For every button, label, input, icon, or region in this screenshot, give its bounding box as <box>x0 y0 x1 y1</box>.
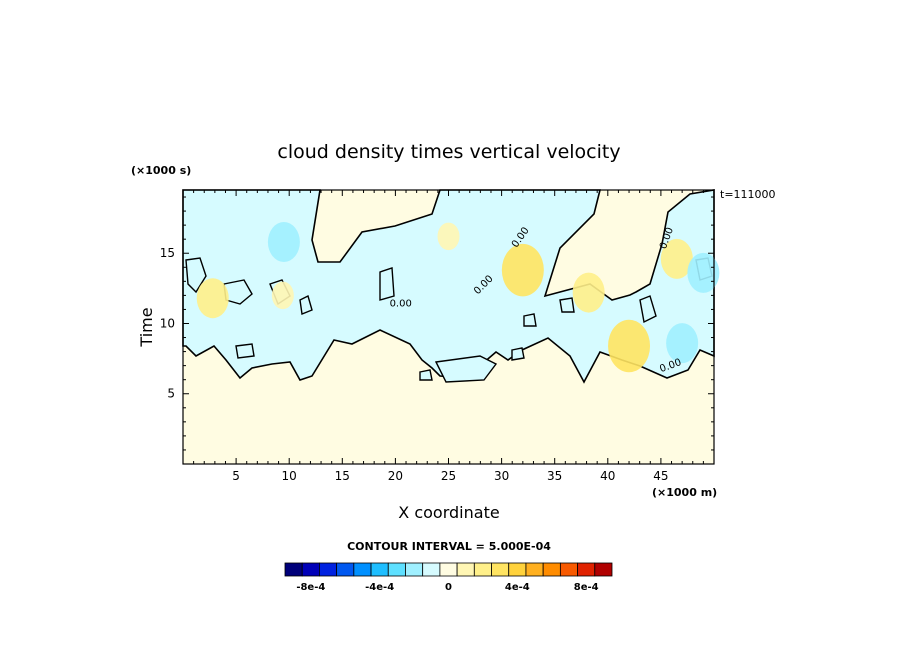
contour-island <box>559 297 575 313</box>
y-tick-label: 15 <box>160 246 175 260</box>
contour-island <box>434 355 498 383</box>
plot-area: 0.000.000.000.000.00 5 10 15 20 25 30 35 40 45 5… <box>160 189 720 483</box>
time-stamp: t=111000 <box>720 188 776 201</box>
colorbar-swatch <box>473 562 492 577</box>
y-tick-label: 5 <box>167 387 175 401</box>
colorbar: -8e-4 -4e-4 0 4e-4 8e-4 <box>284 562 613 593</box>
chart-title: cloud density times vertical velocity <box>277 141 620 163</box>
anomaly-blob <box>666 323 699 364</box>
contour-island <box>299 294 313 315</box>
x-tick-label: 30 <box>494 469 509 483</box>
x-tick-label: 15 <box>335 469 350 483</box>
anomaly-blob <box>572 272 605 313</box>
colorbar-swatch <box>353 562 372 577</box>
colorbar-swatch <box>559 562 578 577</box>
x-tick-label: 35 <box>547 469 562 483</box>
x-tick-label: 40 <box>600 469 615 483</box>
contour-island <box>511 347 525 361</box>
colorbar-swatch <box>319 562 338 577</box>
contour-island <box>523 313 537 327</box>
colorbar-swatch <box>577 562 596 577</box>
anomaly-blob <box>267 221 300 262</box>
contour-interval-text: CONTOUR INTERVAL = 5.000E-04 <box>347 540 551 553</box>
colorbar-tick-label: 0 <box>445 582 452 593</box>
x-tick-label: 45 <box>653 469 668 483</box>
anomaly-blob <box>196 278 229 319</box>
anomaly-blob <box>687 252 720 293</box>
colorbar-swatch <box>508 562 527 577</box>
y-axis: 5 10 15 <box>160 196 714 451</box>
y-axis-title: Time <box>137 307 156 347</box>
colorbar-swatch <box>491 562 510 577</box>
colorbar-swatch <box>439 562 458 577</box>
anomaly-blob <box>271 281 294 310</box>
colorbar-swatch <box>405 562 424 577</box>
colorbar-tick-label: 4e-4 <box>505 582 530 593</box>
colorbar-tick-label: 8e-4 <box>574 582 599 593</box>
colorbar-swatch <box>336 562 355 577</box>
x-unit-label: (×1000 m) <box>652 486 717 499</box>
colorbar-tick-label: -8e-4 <box>296 582 325 593</box>
x-axis-title: X coordinate <box>398 503 499 522</box>
contour-island <box>639 295 657 324</box>
colorbar-swatch <box>301 562 320 577</box>
colorbar-swatch <box>542 562 561 577</box>
x-axis: 5 10 15 20 25 30 35 40 45 <box>193 190 704 483</box>
colorbar-swatch <box>525 562 544 577</box>
contour-island <box>419 369 433 381</box>
y-tick-label: 10 <box>160 316 175 330</box>
contour-island <box>379 267 395 301</box>
colorbar-swatch <box>387 562 406 577</box>
colorbar-tick-label: -4e-4 <box>365 582 394 593</box>
anomaly-blob <box>501 243 544 297</box>
colorbar-swatch <box>456 562 475 577</box>
colorbar-swatch <box>284 562 303 577</box>
colorbar-swatch <box>594 562 613 577</box>
contour-label: 0.00 <box>390 299 412 310</box>
contour-island <box>185 257 207 294</box>
x-tick-label: 5 <box>232 469 240 483</box>
anomaly-blob <box>660 238 693 279</box>
x-tick-label: 25 <box>441 469 456 483</box>
contour-island <box>235 343 255 359</box>
colorbar-swatch <box>370 562 389 577</box>
x-tick-label: 20 <box>388 469 403 483</box>
anomaly-blob <box>437 222 460 251</box>
x-tick-label: 10 <box>282 469 297 483</box>
y-unit-label: (×1000 s) <box>131 164 191 177</box>
colorbar-swatch <box>422 562 441 577</box>
anomaly-layer <box>196 221 720 373</box>
anomaly-blob <box>608 319 651 373</box>
